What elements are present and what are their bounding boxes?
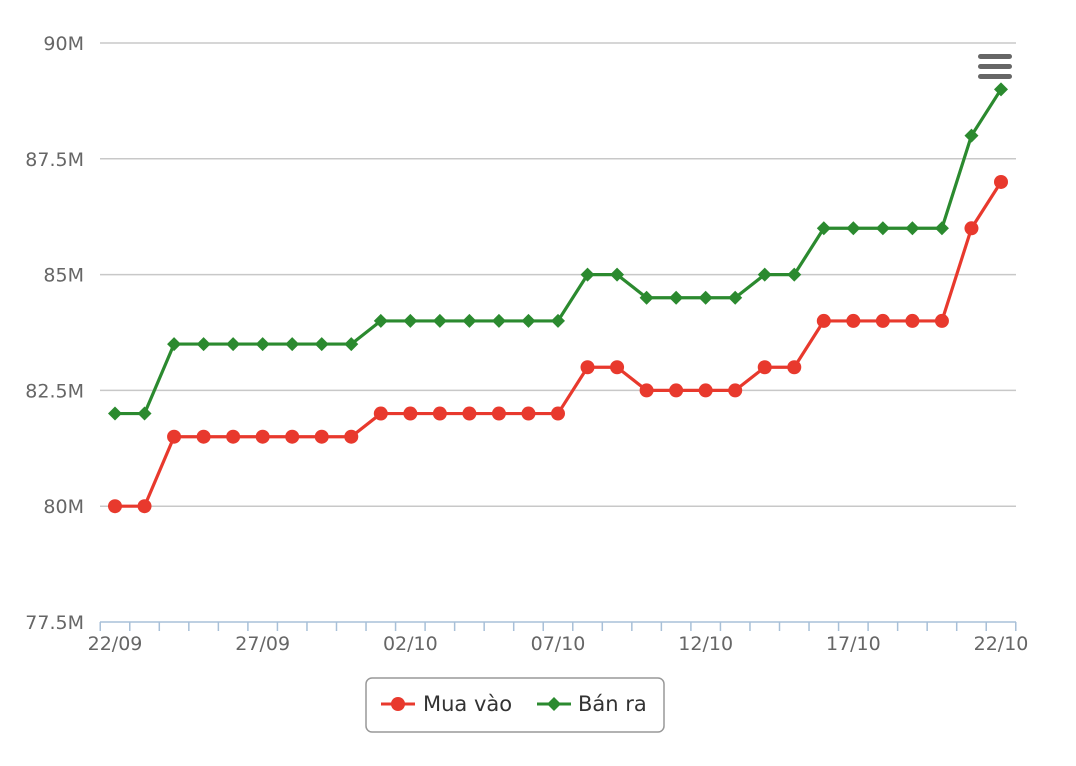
data-point[interactable] xyxy=(875,221,890,236)
y-tick-label: 90M xyxy=(43,33,84,55)
data-point[interactable] xyxy=(994,174,1008,189)
data-point[interactable] xyxy=(432,406,447,421)
data-point[interactable] xyxy=(226,429,241,444)
data-point[interactable] xyxy=(787,267,802,282)
y-tick-label: 77.5M xyxy=(25,612,84,634)
x-tick-label: 07/10 xyxy=(531,633,586,655)
data-point[interactable] xyxy=(403,313,418,328)
series-ban-ra xyxy=(108,82,1008,421)
data-point[interactable] xyxy=(491,313,506,328)
y-tick-label: 87.5M xyxy=(25,149,84,171)
x-tick-label: 12/10 xyxy=(678,633,733,655)
data-point[interactable] xyxy=(432,313,447,328)
x-tick-label: 17/10 xyxy=(826,633,881,655)
grid-lines xyxy=(100,42,1016,507)
data-point[interactable] xyxy=(285,337,300,352)
data-point[interactable] xyxy=(373,406,388,421)
data-point[interactable] xyxy=(639,290,654,305)
x-tick-label: 22/10 xyxy=(974,633,1029,655)
data-point[interactable] xyxy=(580,360,595,375)
data-point[interactable] xyxy=(669,383,684,398)
data-point[interactable] xyxy=(816,313,831,328)
data-point[interactable] xyxy=(137,406,152,421)
data-point[interactable] xyxy=(462,406,477,421)
legend-box xyxy=(365,677,665,733)
legend-item-ban-ra[interactable]: Bán ra xyxy=(537,692,647,716)
data-point[interactable] xyxy=(255,429,270,444)
legend: Mua vào Bán ra xyxy=(365,677,665,733)
data-point[interactable] xyxy=(905,313,920,328)
data-point[interactable] xyxy=(757,360,772,375)
x-axis: 22/09 27/09 02/10 07/10 12/10 17/10 22/10 xyxy=(88,621,1029,655)
series-mua-vao xyxy=(108,174,1008,514)
series-line xyxy=(115,88,1003,416)
legend-marker-diamond xyxy=(547,697,561,711)
data-point[interactable] xyxy=(314,429,329,444)
data-point[interactable] xyxy=(167,337,182,352)
data-point[interactable] xyxy=(344,429,359,444)
data-point[interactable] xyxy=(905,221,920,236)
data-point[interactable] xyxy=(226,337,241,352)
data-point[interactable] xyxy=(314,337,329,352)
data-point[interactable] xyxy=(137,499,152,514)
data-point[interactable] xyxy=(108,406,122,421)
data-point[interactable] xyxy=(521,406,536,421)
series-layer xyxy=(108,82,1008,514)
data-point[interactable] xyxy=(610,360,625,375)
data-point[interactable] xyxy=(669,290,684,305)
data-point[interactable] xyxy=(491,406,506,421)
chart-menu-button[interactable] xyxy=(974,50,1016,84)
data-point[interactable] xyxy=(698,383,713,398)
y-axis: 77.5M 80M 82.5M 85M 87.5M 90M xyxy=(25,33,84,634)
legend-marker-circle xyxy=(391,697,405,711)
data-point[interactable] xyxy=(108,499,122,514)
data-point[interactable] xyxy=(285,429,300,444)
data-point[interactable] xyxy=(462,313,477,328)
data-point[interactable] xyxy=(196,337,211,352)
x-tick-label: 27/09 xyxy=(235,633,290,655)
data-point[interactable] xyxy=(964,221,979,236)
y-tick-label: 80M xyxy=(43,496,84,518)
x-tick-label: 22/09 xyxy=(88,633,143,655)
data-point[interactable] xyxy=(196,429,211,444)
data-point[interactable] xyxy=(580,267,595,282)
data-point[interactable] xyxy=(934,313,949,328)
x-tick-label: 02/10 xyxy=(383,633,438,655)
data-point[interactable] xyxy=(816,221,831,236)
data-point[interactable] xyxy=(698,290,713,305)
data-point[interactable] xyxy=(964,128,979,143)
data-point[interactable] xyxy=(787,360,802,375)
hamburger-menu-icon xyxy=(978,54,1012,79)
data-point[interactable] xyxy=(551,313,565,328)
data-point[interactable] xyxy=(875,313,890,328)
y-tick-label: 85M xyxy=(43,265,84,287)
data-point[interactable] xyxy=(846,313,861,328)
data-point[interactable] xyxy=(757,267,772,282)
data-point[interactable] xyxy=(551,406,565,421)
data-point[interactable] xyxy=(373,313,388,328)
data-point[interactable] xyxy=(521,313,536,328)
legend-label-mua-vao: Mua vào xyxy=(423,692,512,716)
data-point[interactable] xyxy=(167,429,182,444)
data-point[interactable] xyxy=(344,337,359,352)
data-point[interactable] xyxy=(728,383,743,398)
legend-label-ban-ra: Bán ra xyxy=(578,692,647,716)
data-point[interactable] xyxy=(639,383,654,398)
legend-item-mua-vao[interactable]: Mua vào xyxy=(381,692,512,716)
data-point[interactable] xyxy=(255,337,270,352)
data-point[interactable] xyxy=(610,267,625,282)
data-point[interactable] xyxy=(846,221,861,236)
data-point[interactable] xyxy=(728,290,743,305)
data-point[interactable] xyxy=(934,221,949,236)
data-point[interactable] xyxy=(403,406,418,421)
data-point[interactable] xyxy=(994,82,1008,97)
y-tick-label: 82.5M xyxy=(25,380,84,402)
